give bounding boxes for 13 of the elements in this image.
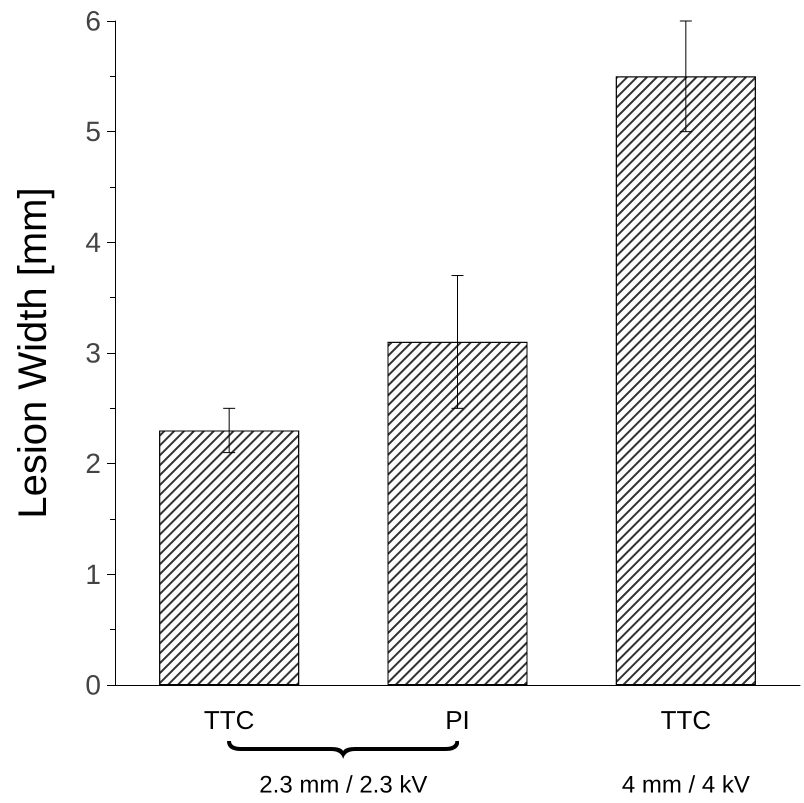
y-tick-label: 0	[85, 670, 101, 700]
y-tick-label: 1	[85, 558, 101, 590]
x-tick-label: PI	[445, 705, 470, 735]
y-tick-label: 2	[85, 448, 101, 480]
x-tick-label: TTC	[204, 705, 254, 735]
y-tick-label: 6	[85, 6, 101, 36]
text: 4 mm / 4 kV	[622, 772, 750, 798]
y-tick-label: 5	[85, 116, 101, 148]
x-tick-label: TTC	[660, 705, 712, 735]
y-tick-label: 3	[85, 338, 101, 368]
text: 2.3 mm / 2.3 kV	[259, 772, 428, 798]
y-axis-title: Lesion Width [mm]	[11, 187, 55, 519]
y-tick-label: 4	[85, 226, 101, 258]
